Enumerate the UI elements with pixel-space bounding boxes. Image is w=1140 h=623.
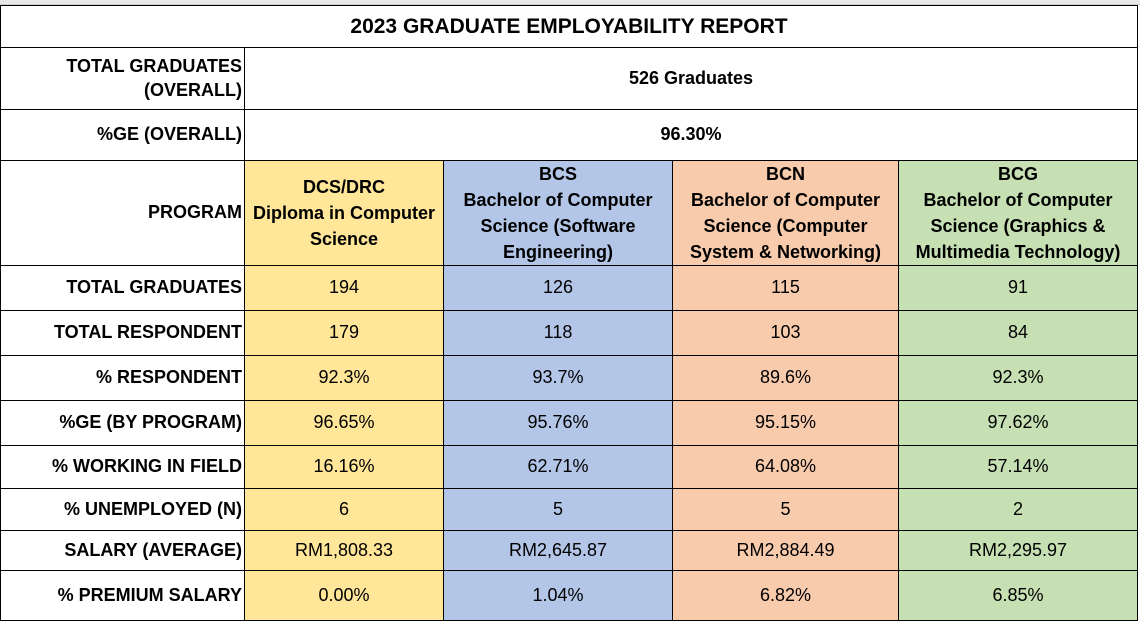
value-cell: 95.76% <box>444 401 673 446</box>
value-cell: 92.3% <box>245 356 444 401</box>
summary-value: 96.30% <box>245 110 1138 161</box>
program-cell: BCG Bachelor of Computer Science (Graphic… <box>899 161 1138 266</box>
value-cell: 57.14% <box>899 446 1138 489</box>
row-label: % PREMIUM SALARY <box>1 571 245 621</box>
value-cell: 64.08% <box>673 446 899 489</box>
report-title: 2023 GRADUATE EMPLOYABILITY REPORT <box>1 6 1138 48</box>
program-name: Bachelor of Computer Science (Graphics &… <box>915 189 1121 263</box>
program-cell: DCS/DRC Diploma in Computer Science <box>245 161 444 266</box>
program-name: Diploma in Computer Science <box>252 202 435 250</box>
value-cell: 5 <box>673 489 899 531</box>
program-code: DCS/DRC <box>302 176 385 197</box>
value-cell: 92.3% <box>899 356 1138 401</box>
program-cell: BCN Bachelor of Computer Science (Compute… <box>673 161 899 266</box>
row-label: %GE (BY PROGRAM) <box>1 401 245 446</box>
value-cell: 62.71% <box>444 446 673 489</box>
value-cell: 84 <box>899 311 1138 356</box>
value-cell: 6 <box>245 489 444 531</box>
value-cell: 96.65% <box>245 401 444 446</box>
summary-value: 526 Graduates <box>245 48 1138 110</box>
value-cell: 95.15% <box>673 401 899 446</box>
value-cell: 97.62% <box>899 401 1138 446</box>
value-cell: 89.6% <box>673 356 899 401</box>
value-cell: 93.7% <box>444 356 673 401</box>
value-cell: 115 <box>673 266 899 311</box>
value-cell: 91 <box>899 266 1138 311</box>
summary-label: %GE (OVERALL) <box>1 110 245 161</box>
value-cell: 179 <box>245 311 444 356</box>
program-code: BCS <box>538 163 577 184</box>
summary-label: TOTAL GRADUATES (OVERALL) <box>1 48 245 110</box>
program-name: Bachelor of Computer Science (Computer S… <box>689 189 882 263</box>
row-label: % RESPONDENT <box>1 356 245 401</box>
value-cell: 6.85% <box>899 571 1138 621</box>
value-cell: 0.00% <box>245 571 444 621</box>
value-cell: 118 <box>444 311 673 356</box>
program-name: Bachelor of Computer Science (Software E… <box>463 189 653 263</box>
value-cell: 5 <box>444 489 673 531</box>
value-cell: RM2,645.87 <box>444 531 673 571</box>
value-cell: 126 <box>444 266 673 311</box>
value-cell: 194 <box>245 266 444 311</box>
program-code: BCG <box>998 163 1038 184</box>
program-cell: BCS Bachelor of Computer Science (Softwar… <box>444 161 673 266</box>
program-code: BCN <box>766 163 805 184</box>
row-label: % WORKING IN FIELD <box>1 446 245 489</box>
value-cell: RM2,884.49 <box>673 531 899 571</box>
value-cell: 103 <box>673 311 899 356</box>
value-cell: 1.04% <box>444 571 673 621</box>
value-cell: 2 <box>899 489 1138 531</box>
program-header: PROGRAM <box>1 161 245 266</box>
sheet-strip <box>0 0 1140 5</box>
report-table: 2023 GRADUATE EMPLOYABILITY REPORT TOTAL … <box>0 5 1138 621</box>
value-cell: 16.16% <box>245 446 444 489</box>
row-label: SALARY (AVERAGE) <box>1 531 245 571</box>
row-label: % UNEMPLOYED (N) <box>1 489 245 531</box>
row-label: TOTAL GRADUATES <box>1 266 245 311</box>
value-cell: RM2,295.97 <box>899 531 1138 571</box>
value-cell: RM1,808.33 <box>245 531 444 571</box>
value-cell: 6.82% <box>673 571 899 621</box>
row-label: TOTAL RESPONDENT <box>1 311 245 356</box>
